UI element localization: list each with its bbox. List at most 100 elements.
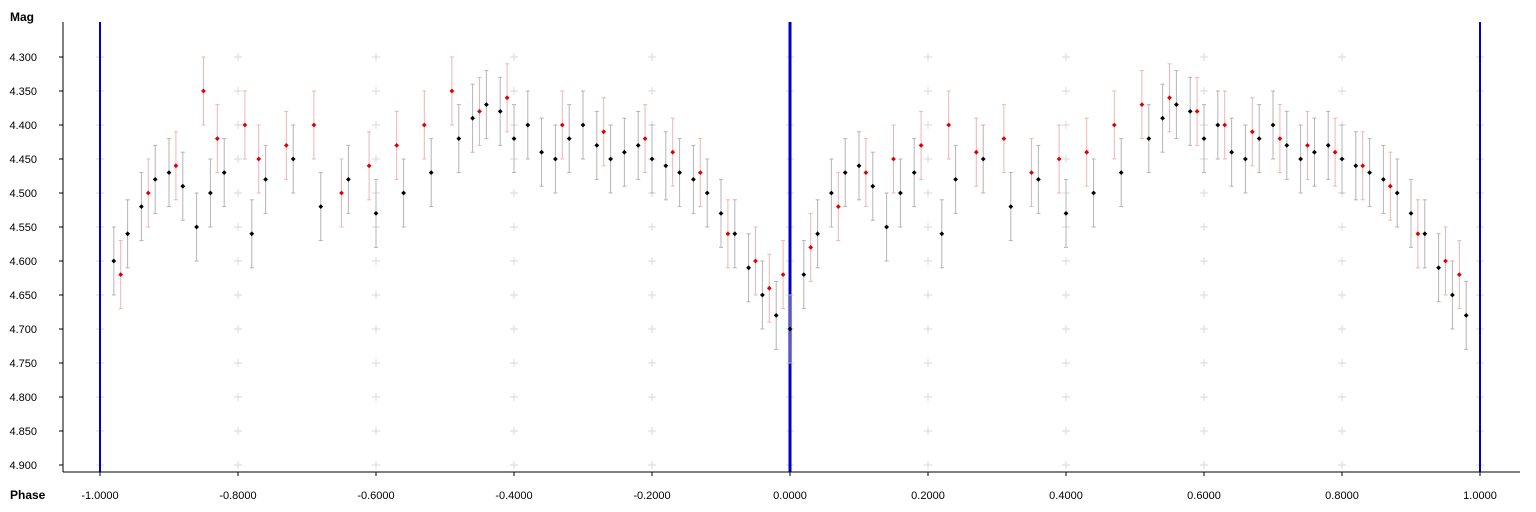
data-point xyxy=(208,190,213,196)
x-axis-title: Phase xyxy=(10,488,46,502)
x-tick-label: 0.0000 xyxy=(773,490,807,502)
grid-plus xyxy=(510,291,518,299)
data-point xyxy=(815,231,820,237)
grid-plus xyxy=(924,257,932,265)
grid-plus xyxy=(510,87,518,95)
data-point xyxy=(691,177,696,182)
data-point xyxy=(1167,95,1172,101)
data-point xyxy=(290,156,296,162)
grid-plus xyxy=(648,393,656,401)
data-point xyxy=(1084,149,1090,155)
grid-plus xyxy=(1062,53,1070,61)
grid-plus xyxy=(648,461,656,469)
grid-plus xyxy=(1200,87,1208,95)
grid-plus xyxy=(1200,427,1208,435)
data-point xyxy=(1111,122,1117,128)
data-point xyxy=(601,129,607,135)
data-point xyxy=(477,109,482,114)
x-tick-label: 0.4000 xyxy=(1049,490,1083,502)
data-point xyxy=(145,190,151,196)
data-point xyxy=(1387,183,1393,189)
x-tick-label: 0.8000 xyxy=(1325,490,1359,502)
grid-plus xyxy=(924,189,932,197)
grid-plus xyxy=(234,461,242,469)
data-point xyxy=(1415,231,1421,237)
data-point xyxy=(484,102,489,107)
data-point xyxy=(1249,129,1255,135)
data-point xyxy=(1215,122,1221,128)
data-point xyxy=(1118,170,1124,175)
grid-plus xyxy=(1338,223,1346,231)
grid-plus xyxy=(1200,257,1208,265)
data-point xyxy=(152,177,158,182)
grid-plus xyxy=(1200,189,1208,197)
data-point xyxy=(725,231,731,237)
data-point xyxy=(1394,190,1400,196)
data-point xyxy=(842,170,848,175)
data-point xyxy=(1174,102,1179,107)
grid-plus xyxy=(924,291,932,299)
y-tick-label: 4.650 xyxy=(9,290,37,302)
x-tick-label: -0.8000 xyxy=(219,490,256,502)
grid-plus xyxy=(648,325,656,333)
grid-plus xyxy=(648,427,656,435)
data-point xyxy=(753,258,758,264)
grid-plus xyxy=(924,393,932,401)
grid-plus xyxy=(1062,291,1070,299)
x-tick-labels: -1.0000 -0.8000 -0.6000 -0.4000 -0.2000 0.000… xyxy=(81,490,1496,502)
grid-plus xyxy=(1200,359,1208,367)
data-point xyxy=(1194,109,1200,114)
data-point xyxy=(1339,156,1345,162)
grid-plus xyxy=(648,53,656,61)
data-point xyxy=(166,170,172,175)
data-point xyxy=(1091,190,1096,196)
data-point xyxy=(1456,272,1462,277)
data-point xyxy=(1367,170,1372,175)
y-tick-label: 4.800 xyxy=(9,392,37,404)
data-point xyxy=(173,163,179,169)
data-point xyxy=(1256,136,1262,141)
data-point xyxy=(559,122,565,128)
data-point xyxy=(1001,136,1007,141)
data-point xyxy=(283,143,289,148)
grid-plus xyxy=(372,53,380,61)
data-point xyxy=(428,170,434,175)
data-point xyxy=(449,88,455,94)
data-point xyxy=(939,231,945,237)
data-point xyxy=(214,136,220,141)
grid-plus xyxy=(510,53,518,61)
x-tick-label: -1.0000 xyxy=(81,490,118,502)
data-point xyxy=(194,224,199,230)
grid-plus xyxy=(648,87,656,95)
data-point xyxy=(1381,177,1386,182)
data-point xyxy=(608,156,613,162)
data-point xyxy=(870,183,876,189)
data-point xyxy=(1450,292,1455,298)
y-tick-label: 4.900 xyxy=(9,460,37,472)
y-tick-label: 4.400 xyxy=(9,120,37,132)
data-point xyxy=(1277,136,1283,141)
data-point xyxy=(125,231,130,237)
grid-plus xyxy=(234,359,242,367)
grid-plus xyxy=(648,291,656,299)
grid-plus xyxy=(648,257,656,265)
y-tick-label: 4.700 xyxy=(9,324,37,336)
grid-plus xyxy=(924,53,932,61)
grid-plus xyxy=(510,223,518,231)
data-point xyxy=(863,170,869,175)
grid-plus xyxy=(372,325,380,333)
data-point xyxy=(1436,265,1441,271)
data-point xyxy=(1056,156,1062,162)
y-tick-labels: 4.300 4.350 4.400 4.450 4.500 4.550 4.600 4.650… xyxy=(9,52,37,472)
data-point xyxy=(511,136,517,141)
data-point xyxy=(980,156,986,162)
data-point xyxy=(1422,231,1428,237)
grid-plus xyxy=(1062,87,1070,95)
data-point xyxy=(801,272,807,277)
data-point xyxy=(746,265,751,271)
data-point xyxy=(504,95,510,101)
data-point xyxy=(1229,149,1234,155)
x-tick-label: -0.2000 xyxy=(633,490,670,502)
grid-plus xyxy=(924,121,932,129)
